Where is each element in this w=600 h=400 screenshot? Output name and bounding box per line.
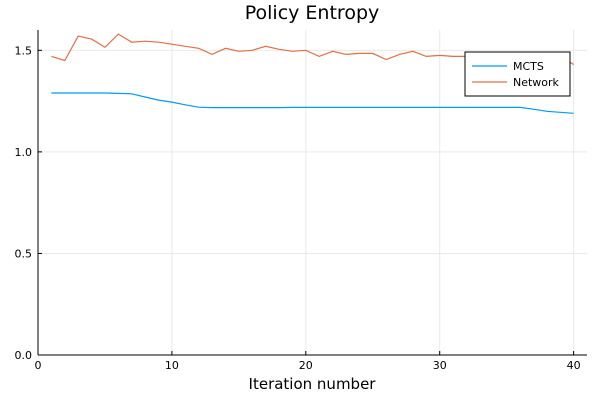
x-tick-labels: 0 10 20 30 40 [35,359,581,372]
y-tick-labels: 0.0 0.5 1.0 1.5 [15,44,33,362]
plot-axes [37,30,587,356]
legend: MCTS Network [464,51,571,97]
chart-title: Policy Entropy [245,2,380,24]
x-tick-label: 30 [433,359,447,372]
y-tick-label: 0.5 [15,247,33,260]
legend-label-network: Network [513,76,560,89]
legend-box [464,51,571,97]
y-tick-label: 0.0 [15,349,33,362]
x-tick-label: 10 [165,359,179,372]
x-tick-label: 40 [567,359,581,372]
legend-label-mcts: MCTS [513,60,544,73]
x-tick-label: 20 [299,359,313,372]
series-line-mcts [51,92,574,114]
x-axis-label: Iteration number [249,375,377,393]
y-tick-label: 1.5 [15,44,33,57]
x-tick-label: 0 [35,359,42,372]
y-tick-label: 1.0 [15,146,33,159]
